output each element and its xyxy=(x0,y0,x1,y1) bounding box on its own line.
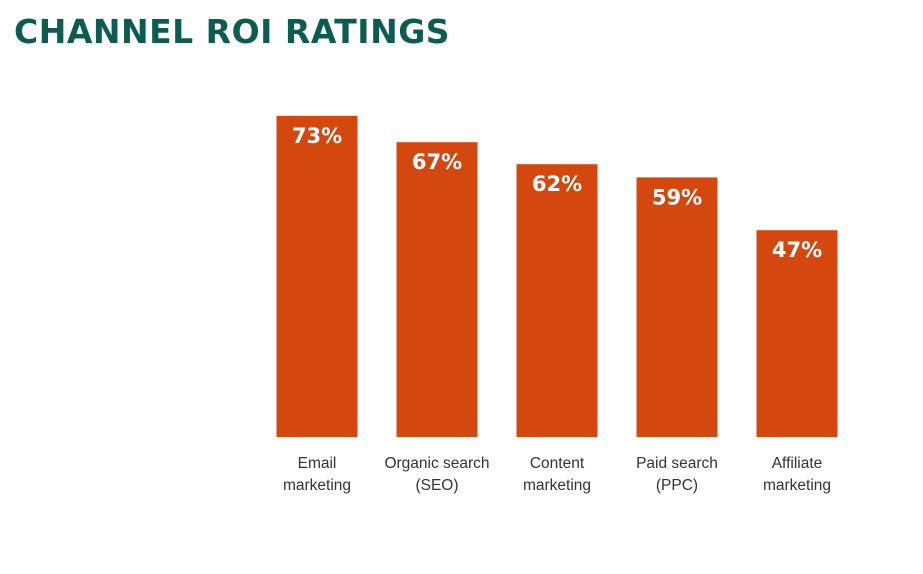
chart-title: CHANNEL ROI RATINGS xyxy=(14,12,451,51)
category-label: Affiliate xyxy=(772,455,823,472)
value-labels-group: 73% 67% 62% 59% 47% xyxy=(292,124,822,262)
bar-value-label: 59% xyxy=(652,185,702,209)
category-label: marketing xyxy=(523,477,591,494)
category-label: Email xyxy=(298,455,337,472)
category-label: Organic search xyxy=(384,455,489,472)
category-label: (SEO) xyxy=(415,477,458,494)
bar xyxy=(756,230,838,437)
bar xyxy=(276,115,358,438)
bars-group xyxy=(276,115,838,438)
category-label: marketing xyxy=(763,477,831,494)
category-label: Content xyxy=(530,455,585,472)
bar-value-label: 67% xyxy=(412,150,462,174)
category-label: (PPC) xyxy=(656,477,698,494)
bar-value-label: 73% xyxy=(292,124,342,148)
category-label: Paid search xyxy=(636,455,718,472)
bar xyxy=(396,142,478,437)
bar xyxy=(636,177,718,437)
category-label: marketing xyxy=(283,477,351,494)
bar-value-label: 47% xyxy=(772,238,822,262)
bar-value-label: 62% xyxy=(532,172,582,196)
bar xyxy=(516,164,598,437)
category-labels-group: Email marketing Organic search (SEO) Content… xyxy=(283,455,831,494)
